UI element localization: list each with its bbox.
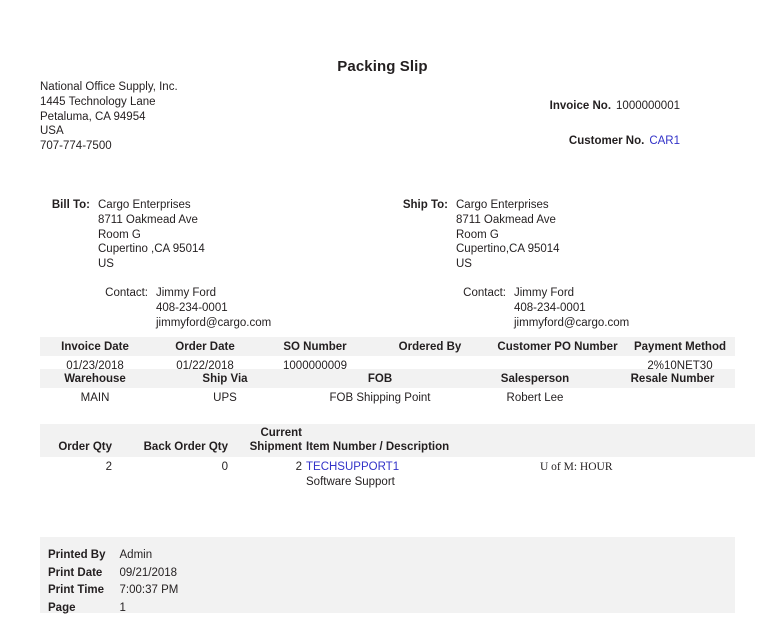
header-warehouse: Warehouse: [40, 369, 150, 388]
value-order-date: 01/22/2018: [176, 359, 234, 372]
invoice-number-label: Invoice No.: [549, 100, 612, 112]
value-salesperson: Robert Lee: [506, 391, 564, 404]
bill-to-city-state-zip: Cupertino ,CA 95014: [98, 243, 205, 256]
company-address-block: National Office Supply, Inc. 1445 Techno…: [40, 80, 178, 154]
bill-to-contact-name: Jimmy Ford: [156, 287, 217, 300]
customer-number-link[interactable]: CAR1: [649, 135, 680, 147]
ship-to-street: 8711 Oakmead Ave: [456, 213, 556, 226]
print-time-label: Print Time: [48, 584, 105, 596]
table-row: MAIN UPS FOB Shipping Point Robert Lee: [40, 388, 735, 407]
cell-unit-of-measure: U of M: HOUR: [540, 461, 613, 473]
bill-to-room: Room G: [98, 228, 141, 241]
customer-number-label: Customer No.: [568, 135, 645, 147]
company-city-state-zip: Petaluma, CA 94954: [40, 110, 146, 123]
header-fob: FOB: [300, 369, 460, 388]
item-number-link[interactable]: TECHSUPPORT1: [306, 461, 400, 473]
ship-to-block: Ship To: Cargo Enterprises 8711 Oakmead …: [398, 198, 629, 331]
item-description: Software Support: [306, 475, 395, 488]
company-phone: 707-774-7500: [40, 140, 112, 153]
header-resale-number: Resale Number: [610, 369, 735, 388]
invoice-number-row: Invoice No. 1000000001: [420, 100, 680, 112]
header-salesperson: Salesperson: [460, 369, 610, 388]
header-ordered-by: Ordered By: [370, 337, 490, 356]
company-name: National Office Supply, Inc.: [40, 81, 178, 93]
header-current-shipment-line2: Shipment: [249, 440, 302, 453]
ship-to-room: Room G: [456, 228, 499, 241]
value-resale-number: [610, 388, 735, 407]
table-header-row: Warehouse Ship Via FOB Salesperson Resal…: [40, 369, 735, 388]
value-fob: FOB Shipping Point: [329, 391, 431, 404]
ship-to-contact-details: Jimmy Ford 408-234-0001 jimmyford@cargo.…: [514, 286, 629, 330]
header-ship-via: Ship Via: [150, 369, 300, 388]
header-customer-po-number: Customer PO Number: [490, 337, 625, 356]
table-header-row: Order Qty Back Order Qty Current Shipmen…: [40, 424, 755, 457]
bill-to-contact-email: jimmyford@cargo.com: [156, 317, 272, 330]
order-info-table-primary: Invoice Date Order Date SO Number Ordere…: [40, 337, 735, 375]
bill-to-label: Bill To:: [51, 199, 90, 211]
bill-to-name: Cargo Enterprises: [98, 199, 191, 211]
printed-by-row: Printed By Admin: [48, 548, 178, 566]
header-order-qty: Order Qty: [40, 424, 116, 457]
ship-to-label: Ship To:: [402, 199, 448, 211]
print-date-row: Print Date 09/21/2018: [48, 566, 178, 584]
print-date-label: Print Date: [48, 566, 103, 579]
ship-to-contact-label: Contact:: [463, 287, 506, 300]
ship-to-contact-email: jimmyford@cargo.com: [514, 317, 630, 330]
print-info-table: Printed By Admin Print Date 09/21/2018 P…: [48, 548, 178, 617]
order-info-table-secondary: Warehouse Ship Via FOB Salesperson Resal…: [40, 369, 735, 407]
value-ship-via: UPS: [213, 391, 237, 404]
ship-to-contact: Contact: Jimmy Ford 408-234-0001 jimmyfo…: [456, 286, 629, 330]
cell-item-number-description: TECHSUPPORT1 Software Support: [306, 457, 540, 491]
value-warehouse: MAIN: [80, 391, 110, 404]
cell-order-qty: 2: [105, 461, 112, 473]
table-row: 2 0 2 TECHSUPPORT1 Software Support U of…: [40, 457, 755, 491]
bill-to-contact: Contact: Jimmy Ford 408-234-0001 jimmyfo…: [98, 286, 271, 330]
bill-to-contact-phone: 408-234-0001: [156, 302, 228, 315]
print-time-value: 7:00:37 PM: [119, 584, 179, 596]
bill-to-contact-details: Jimmy Ford 408-234-0001 jimmyford@cargo.…: [156, 286, 271, 330]
ship-to-city-state-zip: Cupertino,CA 95014: [456, 243, 560, 256]
value-invoice-date: 01/23/2018: [66, 359, 124, 372]
ship-to-name: Cargo Enterprises: [456, 199, 549, 211]
header-so-number: SO Number: [260, 337, 370, 356]
page-title: Packing Slip: [337, 58, 428, 75]
bill-to-street: 8711 Oakmead Ave: [98, 213, 198, 226]
header-order-date: Order Date: [150, 337, 260, 356]
footer-band: [40, 537, 735, 613]
print-time-row: Print Time 7:00:37 PM: [48, 583, 178, 601]
header-current-shipment: Current Shipment: [232, 424, 306, 457]
page-row: Page 1: [48, 601, 178, 617]
bill-to-contact-label: Contact:: [105, 287, 148, 300]
page-label: Page: [48, 601, 76, 614]
printed-by-label: Printed By: [48, 549, 106, 561]
table-row: 01/23/2018 01/22/2018 1000000009 2%10NET…: [40, 356, 735, 375]
bill-to-address: Cargo Enterprises 8711 Oakmead Ave Room …: [98, 198, 271, 272]
header-back-order-qty: Back Order Qty: [116, 424, 232, 457]
line-items-table: Order Qty Back Order Qty Current Shipmen…: [40, 424, 755, 491]
ship-to-contact-phone: 408-234-0001: [514, 302, 586, 315]
cell-back-order-qty: 0: [221, 461, 228, 473]
ship-to-country: US: [456, 258, 472, 271]
header-payment-method: Payment Method: [625, 337, 735, 356]
printed-by-value: Admin: [119, 549, 153, 561]
header-item-number-description: Item Number / Description: [306, 424, 540, 457]
value-payment-method: 2%10NET30: [647, 359, 713, 372]
ship-to-contact-name: Jimmy Ford: [514, 287, 575, 300]
value-so-number: 1000000009: [283, 359, 347, 372]
ship-to-address: Cargo Enterprises 8711 Oakmead Ave Room …: [456, 198, 629, 272]
company-street: 1445 Technology Lane: [40, 95, 156, 108]
print-date-value: 09/21/2018: [119, 566, 178, 579]
invoice-number-value: 1000000001: [616, 100, 680, 112]
page-value: 1: [119, 601, 126, 614]
table-header-row: Invoice Date Order Date SO Number Ordere…: [40, 337, 735, 356]
company-country: USA: [40, 125, 64, 138]
header-invoice-date: Invoice Date: [40, 337, 150, 356]
bill-to-block: Bill To: Cargo Enterprises 8711 Oakmead …: [40, 198, 271, 331]
header-unit-of-measure: [540, 424, 755, 457]
bill-to-country: US: [98, 258, 114, 271]
cell-current-shipment: 2: [295, 461, 302, 473]
customer-number-row: Customer No. CAR1: [420, 135, 680, 147]
header-current-shipment-line1: Current: [260, 427, 302, 439]
